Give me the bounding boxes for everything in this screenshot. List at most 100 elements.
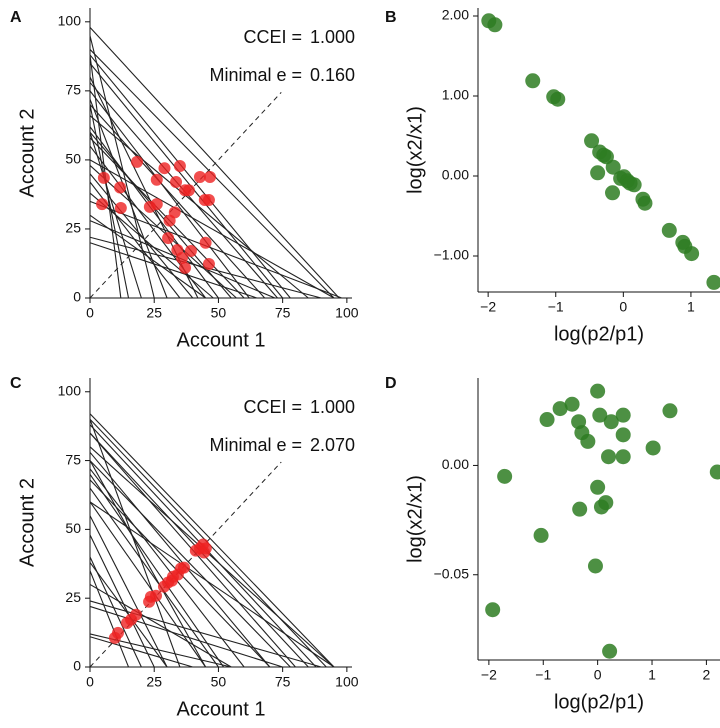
x-tick-label: 1 (648, 667, 656, 683)
point (199, 236, 212, 249)
x-tick-label: 1 (687, 299, 695, 315)
x-tick-label: 0 (594, 667, 602, 683)
y-tick-label: 100 (58, 13, 82, 29)
y-tick-label: 0.00 (442, 167, 469, 183)
point (587, 558, 603, 574)
point (170, 176, 183, 188)
point (601, 449, 617, 465)
x-tick-label: 25 (146, 305, 162, 321)
budget-line (89, 104, 130, 299)
point (203, 171, 216, 184)
x-tick-label: 50 (211, 305, 227, 321)
point (525, 73, 541, 89)
point (572, 501, 588, 517)
panel-label: D (385, 375, 397, 392)
y-tick-label: 50 (65, 520, 81, 536)
point (150, 198, 163, 211)
budget-line (89, 583, 232, 668)
point (550, 91, 566, 107)
budget-line (89, 534, 155, 668)
budget-line (89, 90, 250, 299)
point (603, 414, 619, 430)
point (168, 206, 181, 219)
x-tick-label: 75 (275, 674, 291, 690)
annotation-value: 1.000 (310, 397, 355, 417)
point (615, 407, 631, 423)
x-tick-label: 25 (146, 674, 162, 690)
y-tick-label: 100 (58, 382, 82, 398)
point (179, 261, 192, 274)
x-tick-label: 0 (86, 305, 94, 321)
point (150, 589, 163, 602)
point (202, 258, 215, 271)
point (598, 495, 614, 511)
annotation-label: CCEI = (243, 27, 302, 47)
point (175, 251, 188, 264)
point (709, 464, 720, 480)
x-tick-label: −1 (535, 667, 551, 683)
point (97, 171, 110, 184)
point (485, 602, 501, 618)
x-tick-label: 75 (275, 305, 291, 321)
x-tick-label: −1 (548, 299, 564, 315)
annotation-value: 1.000 (310, 27, 355, 47)
point (533, 527, 549, 543)
annotation-label: Minimal e = (209, 65, 302, 85)
point (590, 165, 606, 181)
budget-line (89, 132, 142, 299)
x-axis-label: log(p2/p1) (554, 691, 644, 713)
point (590, 479, 606, 495)
point (580, 433, 596, 449)
budget-line (89, 501, 207, 668)
y-axis-label: log(x2/x1) (404, 475, 426, 563)
point (131, 155, 144, 168)
y-tick-label: 0 (73, 658, 81, 674)
point (584, 133, 600, 149)
point (552, 401, 568, 417)
annotation-value: 0.160 (310, 65, 355, 85)
y-tick-label: −1.00 (434, 247, 470, 263)
point (661, 222, 677, 238)
point (111, 626, 124, 639)
point (162, 232, 175, 245)
point (114, 201, 127, 214)
point (129, 608, 142, 621)
x-axis-label: Account 1 (177, 329, 266, 351)
point (662, 403, 678, 419)
budget-line (89, 159, 335, 299)
budget-line (89, 468, 245, 668)
y-tick-label: 75 (65, 451, 81, 467)
budget-line (89, 460, 291, 668)
budget-line (89, 413, 335, 668)
x-tick-label: 2 (703, 667, 711, 683)
point (497, 468, 513, 484)
x-tick-label: −2 (481, 667, 497, 683)
budget-line (89, 474, 225, 668)
x-axis-label: log(p2/p1) (554, 323, 644, 345)
x-tick-label: 0 (86, 674, 94, 690)
y-tick-label: 0 (73, 289, 81, 305)
point (114, 181, 127, 194)
diagonal (89, 92, 282, 299)
point (198, 546, 211, 559)
y-axis-label: log(x2/x1) (404, 106, 426, 194)
budget-line (89, 556, 142, 668)
point (184, 245, 197, 258)
point (592, 407, 608, 423)
point (539, 412, 555, 428)
budget-line (89, 419, 181, 668)
point (182, 184, 195, 197)
point (487, 17, 503, 33)
panel-label: C (10, 375, 22, 392)
point (193, 171, 206, 184)
budget-line (89, 515, 168, 668)
point (615, 427, 631, 443)
budget-line (89, 35, 155, 299)
point (706, 274, 720, 290)
point (684, 246, 700, 262)
y-tick-label: 75 (65, 82, 81, 98)
y-tick-label: 0.00 (442, 456, 469, 472)
budget-line (89, 26, 340, 299)
